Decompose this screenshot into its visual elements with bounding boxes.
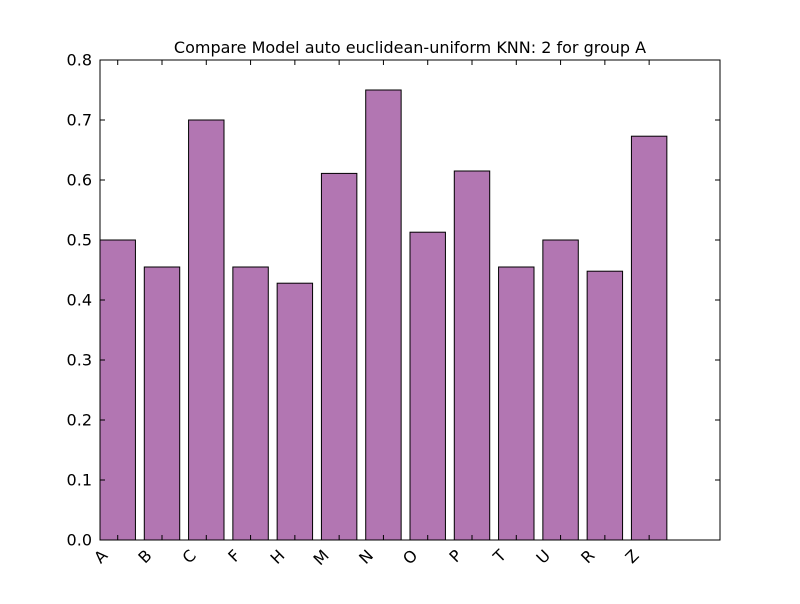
bar-z (630, 135, 668, 541)
y-tick-label: 0.3 (67, 351, 92, 370)
chart-title: Compare Model auto euclidean-uniform KNN… (174, 38, 646, 57)
y-tick-label: 0.0 (67, 531, 92, 550)
y-tick-label: 0.7 (67, 111, 92, 130)
y-tick-label: 0.8 (67, 51, 92, 70)
bar-t (498, 266, 535, 541)
plot-area-frame (99, 59, 721, 541)
bar-r (586, 270, 624, 541)
y-tick-label: 0.1 (67, 471, 92, 490)
bar-o (409, 231, 446, 541)
bar-f (232, 266, 269, 541)
y-tick-label: 0.2 (67, 411, 92, 430)
bar-m (320, 172, 358, 541)
bar-n (365, 89, 402, 541)
bar-b (143, 266, 181, 541)
bars-layer (99, 89, 668, 541)
bar-c (188, 119, 225, 541)
y-axis-ticks: 0.0 0.1 0.2 0.3 0.4 0.5 0.6 0.7 0.8 (67, 51, 720, 550)
y-tick-label: 0.6 (67, 171, 92, 190)
bar-h (276, 282, 314, 541)
y-tick-label: 0.5 (67, 231, 92, 250)
bar-u (542, 239, 579, 541)
bar-p (453, 170, 491, 541)
y-tick-label: 0.4 (67, 291, 92, 310)
bar-a (99, 239, 136, 541)
